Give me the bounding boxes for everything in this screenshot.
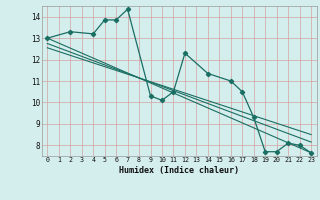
- X-axis label: Humidex (Indice chaleur): Humidex (Indice chaleur): [119, 166, 239, 175]
